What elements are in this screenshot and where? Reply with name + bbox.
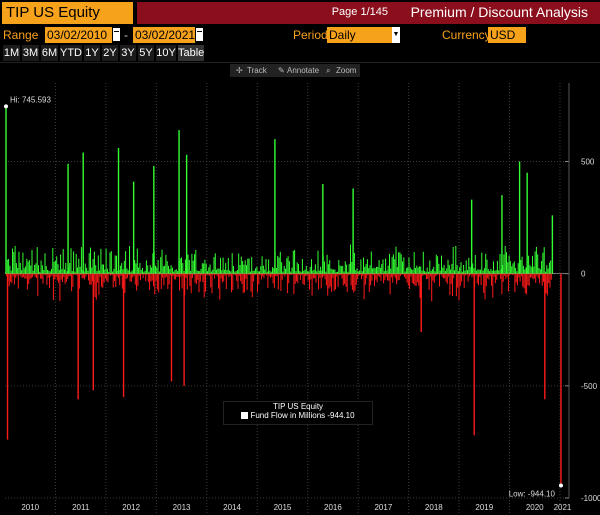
track-icon[interactable]: ✢ (236, 66, 243, 75)
x-tick-label: 2015 (274, 503, 292, 512)
low-label: Low: -944.10 (509, 489, 556, 498)
legend-swatch (241, 412, 249, 420)
period-label: Period (293, 28, 328, 42)
timeframe-1y-button[interactable]: 1Y (84, 45, 100, 61)
hi-label: Hi: 745.593 (10, 95, 51, 104)
range-label: Range (3, 28, 39, 42)
range-separator: - (124, 28, 128, 42)
start-date-field[interactable]: 03/02/2010 (45, 27, 112, 43)
timeframe-3y-button[interactable]: 3Y (120, 45, 136, 61)
zoom-icon[interactable]: ⌕ (326, 66, 331, 75)
x-tick-label: 2018 (425, 503, 443, 512)
timeframe-10y-button[interactable]: 10Y (156, 45, 176, 61)
zoom-button[interactable]: Zoom (336, 66, 357, 75)
x-tick-label: 2013 (173, 503, 191, 512)
annotate-button[interactable]: Annotate (287, 66, 320, 75)
calendar-icon[interactable] (196, 28, 203, 41)
track-button[interactable]: Track (247, 66, 267, 75)
hi-marker (4, 104, 9, 109)
calendar-icon[interactable] (113, 28, 120, 41)
timeframe-3m-button[interactable]: 3M (22, 45, 39, 61)
y-tick-label: -1000 (581, 494, 600, 503)
x-tick-label: 2011 (72, 503, 90, 512)
fund-flow-chart[interactable]: 500 0 -500 -1000 2010 2011 2012 2013 2014 2015 20… (0, 63, 600, 515)
controls-row: Range 03/02/2010 - 03/02/2021 Period Dai… (0, 27, 600, 45)
x-tick-label: 2014 (223, 503, 241, 512)
x-tick-label: 2020 (526, 503, 544, 512)
timeframe-6m-button[interactable]: 6M (41, 45, 58, 61)
chart-area[interactable]: 500 0 -500 -1000 2010 2011 2012 2013 2014 2015 20… (0, 62, 600, 515)
y-tick-label: 500 (581, 158, 595, 167)
timeframe-2y-button[interactable]: 2Y (102, 45, 118, 61)
x-tick-label: 2019 (475, 503, 493, 512)
period-select[interactable]: Daily (327, 27, 392, 43)
legend-label: Fund Flow in Millions -944.10 (250, 411, 355, 420)
timeframe-ytd-button[interactable]: YTD (60, 45, 82, 61)
legend-title: TIP US Equity (272, 402, 324, 411)
title-bar: TIP US Equity Page 1/145 Premium / Disco… (0, 0, 600, 27)
currency-label: Currency (442, 28, 491, 42)
annotate-icon[interactable]: ✎ (278, 66, 285, 75)
currency-field[interactable]: USD (488, 27, 526, 43)
low-marker (558, 483, 563, 488)
x-tick-label: 2021 (554, 503, 572, 512)
y-tick-label: -500 (581, 382, 598, 391)
page-indicator: Page 1/145 (331, 6, 388, 18)
end-date-field[interactable]: 03/02/2021 (133, 27, 196, 43)
security-field[interactable]: TIP US Equity (2, 2, 133, 24)
function-title: Premium / Discount Analysis (410, 4, 588, 20)
x-tick-label: 2012 (122, 503, 140, 512)
y-tick-label: 0 (581, 270, 586, 279)
x-tick-label: 2010 (21, 503, 39, 512)
timeframe-table-button[interactable]: Table (178, 45, 205, 61)
chart-legend: TIP US Equity Fund Flow in Millions -944… (223, 401, 373, 425)
x-tick-label: 2017 (374, 503, 392, 512)
timeframe-5y-button[interactable]: 5Y (138, 45, 154, 61)
chart-toolbar: ✢ Track ✎ Annotate ⌕ Zoom (230, 64, 360, 77)
x-tick-label: 2016 (324, 503, 342, 512)
function-header (137, 2, 600, 24)
timeframe-1m-button[interactable]: 1M (3, 45, 20, 61)
legend-entry: Fund Flow in Millions -944.10 (224, 411, 372, 420)
timeframe-bar: 1M 3M 6M YTD 1Y 2Y 3Y 5Y 10Y Table (0, 45, 600, 62)
chevron-down-icon[interactable]: ▼ (392, 27, 400, 43)
